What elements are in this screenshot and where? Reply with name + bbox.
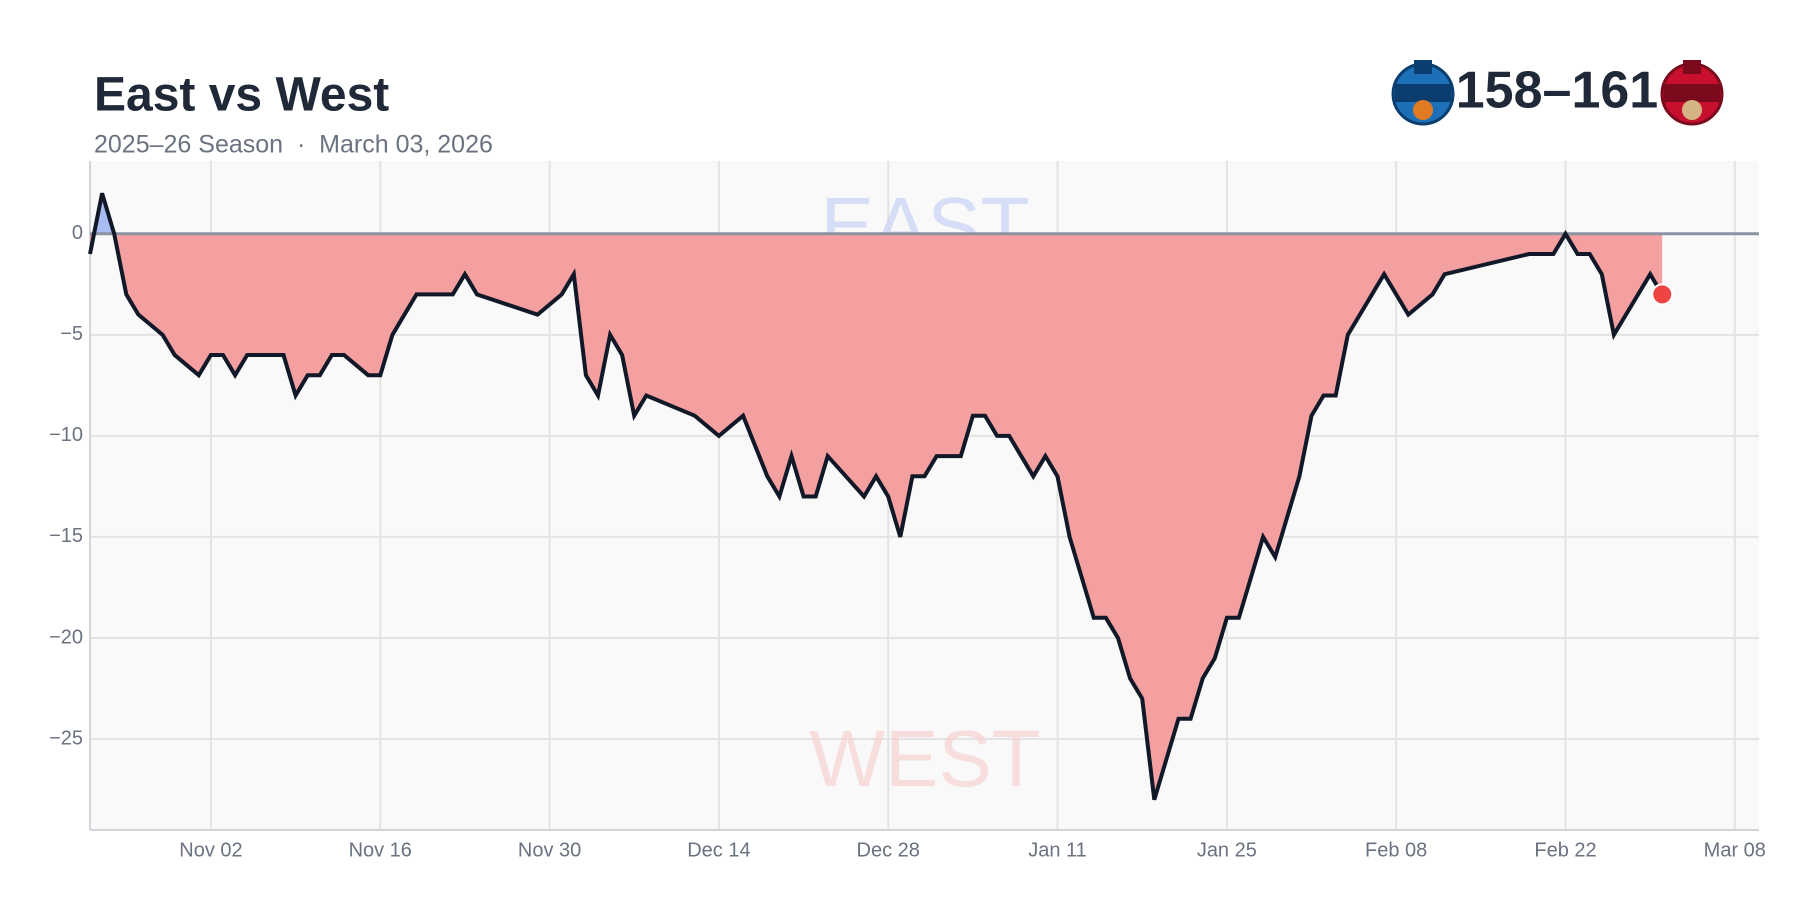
y-tick-label: −25	[49, 727, 83, 749]
east-logo	[1391, 60, 1455, 126]
chart-subtitle: 2025–26 Season · March 03, 2026	[94, 131, 493, 159]
x-tick-label: Mar 08	[1704, 839, 1766, 861]
y-tick-label: −15	[49, 525, 83, 547]
x-tick-label: Nov 16	[349, 839, 412, 861]
score: 158–161	[1456, 62, 1658, 120]
x-tick-label: Jan 11	[1028, 839, 1087, 861]
area-below	[90, 233, 1663, 800]
x-tick-label: Nov 02	[179, 839, 242, 861]
y-tick-label: 0	[72, 222, 83, 244]
latest-point	[1651, 283, 1674, 306]
y-tick-label: −20	[49, 626, 83, 648]
line	[88, 192, 1664, 801]
y-tick-label: −5	[60, 323, 83, 345]
x-tick-label: Dec 28	[857, 839, 920, 861]
west-watermark: WEST	[809, 714, 1040, 803]
x-tick-label: Dec 14	[687, 839, 750, 861]
x-tick-label: Nov 30	[518, 839, 581, 861]
y-tick-label: −10	[49, 424, 83, 446]
x-tick-label: Feb 08	[1365, 839, 1427, 861]
west-logo	[1660, 60, 1724, 126]
x-tick-label: Feb 22	[1534, 839, 1596, 861]
chart-title: East vs West	[94, 69, 389, 122]
x-tick-label: Jan 25	[1197, 839, 1257, 861]
